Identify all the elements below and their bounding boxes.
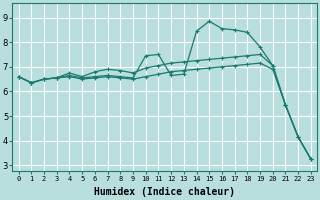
X-axis label: Humidex (Indice chaleur): Humidex (Indice chaleur) bbox=[94, 187, 235, 197]
